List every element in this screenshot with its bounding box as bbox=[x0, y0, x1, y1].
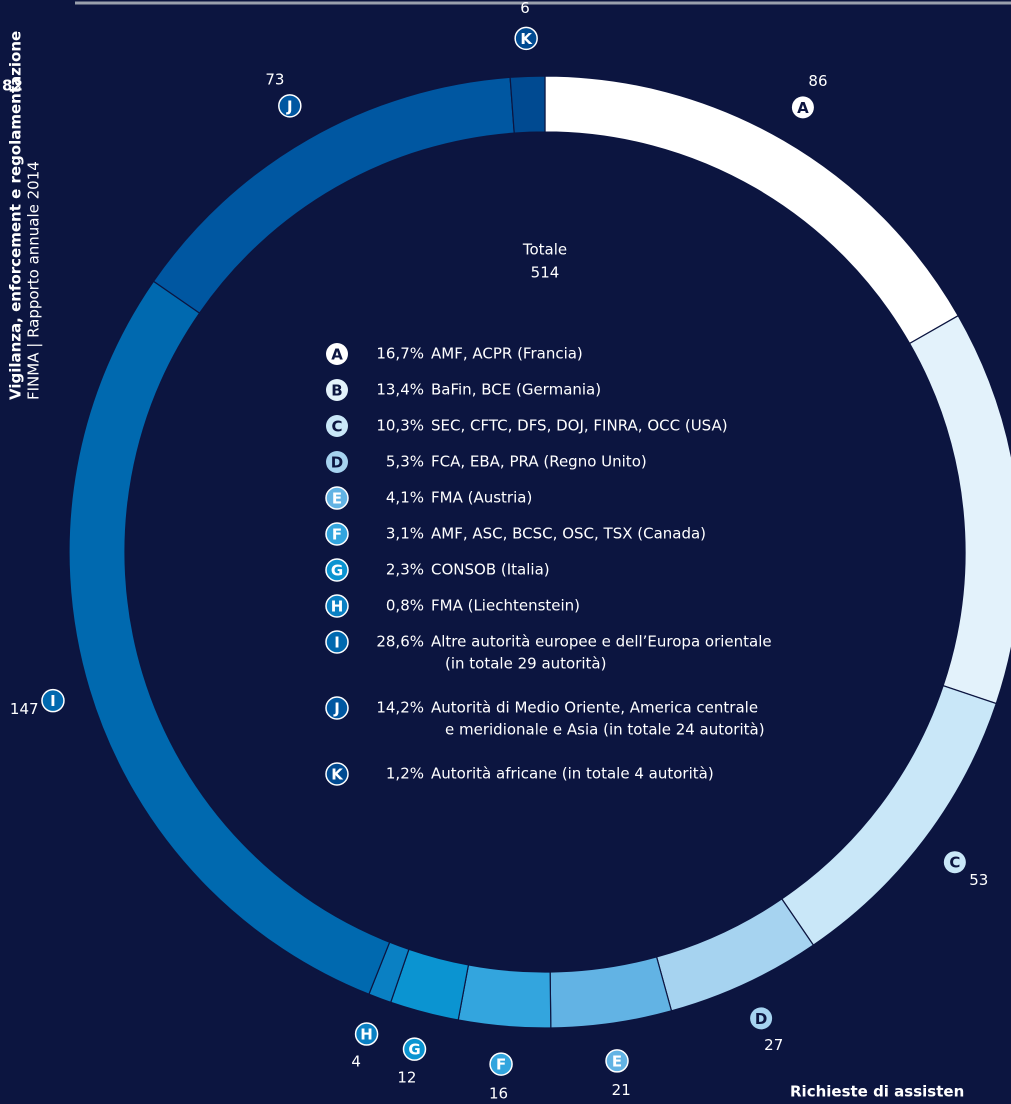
letter: B bbox=[331, 382, 342, 400]
value-label: 53 bbox=[969, 871, 988, 889]
legend-label: SEC, CFTC, DFS, DOJ, FINRA, OCC (USA) bbox=[431, 417, 728, 435]
side-title: Vigilanza, enforcement e regolamentazion… bbox=[7, 31, 25, 400]
letter: G bbox=[408, 1041, 420, 1059]
value-label: 16 bbox=[489, 1085, 508, 1103]
value-label: 6 bbox=[520, 0, 530, 17]
legend-percent: 2,3% bbox=[386, 561, 424, 579]
letter: A bbox=[797, 99, 809, 117]
value-label: 4 bbox=[351, 1053, 361, 1071]
letter: D bbox=[755, 1010, 767, 1028]
letter-badge bbox=[41, 688, 65, 713]
letter: J bbox=[286, 97, 293, 115]
legend-label: CONSOB (Italia) bbox=[431, 561, 550, 579]
legend-percent: 16,7% bbox=[376, 345, 424, 363]
letter-badge bbox=[278, 94, 302, 118]
letter: C bbox=[949, 854, 960, 872]
legend-percent: 14,2% bbox=[376, 699, 424, 717]
letter-badge bbox=[325, 522, 349, 546]
letter: I bbox=[334, 634, 340, 652]
letter-badge bbox=[325, 696, 349, 720]
letter: I bbox=[50, 692, 56, 710]
letter-badge bbox=[791, 96, 814, 119]
legend-percent: 4,1% bbox=[386, 489, 424, 507]
legend-percent: 3,1% bbox=[386, 525, 424, 543]
value-label: 12 bbox=[397, 1069, 416, 1087]
legend-label: AMF, ACPR (Francia) bbox=[431, 345, 583, 363]
letter: D bbox=[331, 454, 343, 472]
letter-badge bbox=[326, 379, 348, 401]
legend-label: Autorità di Medio Oriente, America centr… bbox=[431, 699, 758, 717]
legend-percent: 5,3% bbox=[386, 453, 424, 471]
letter-badge bbox=[325, 486, 349, 510]
letter-badge bbox=[489, 1052, 513, 1076]
letter: E bbox=[332, 490, 342, 508]
value-label: 73 bbox=[265, 70, 284, 88]
letter-badge bbox=[943, 851, 966, 874]
letter-badge bbox=[325, 762, 349, 786]
legend-percent: 13,4% bbox=[376, 381, 424, 399]
chart-title: Richieste di assisten bbox=[790, 1083, 964, 1101]
letter-badge bbox=[402, 1037, 427, 1061]
value-label: 27 bbox=[764, 1036, 783, 1054]
letter: E bbox=[612, 1052, 622, 1070]
letter-badge bbox=[325, 594, 349, 618]
letter-badge bbox=[750, 1007, 773, 1030]
letter: K bbox=[520, 30, 533, 48]
side-subtitle: FINMA | Rapporto annuale 2014 bbox=[25, 161, 43, 400]
legend-label: AMF, ASC, BCSC, OSC, TSX (Canada) bbox=[431, 525, 706, 543]
legend-percent: 1,2% bbox=[386, 765, 424, 783]
legend-label: e meridionale e Asia (in totale 24 autor… bbox=[445, 721, 765, 739]
legend-label: Autorità africane (in totale 4 autorità) bbox=[431, 765, 714, 783]
letter-badge bbox=[325, 558, 349, 582]
letter: A bbox=[331, 346, 343, 364]
donut-segment bbox=[509, 75, 546, 134]
page-number: 82 bbox=[2, 77, 23, 95]
value-label: 21 bbox=[612, 1081, 631, 1099]
letter-badge bbox=[354, 1022, 379, 1046]
letter-badge bbox=[326, 343, 348, 365]
donut-segment bbox=[457, 964, 552, 1029]
legend-label: (in totale 29 autorità) bbox=[445, 655, 606, 673]
center-label: Totale bbox=[522, 241, 567, 259]
letter: C bbox=[331, 418, 342, 436]
legend-label: BaFin, BCE (Germania) bbox=[431, 381, 601, 399]
legend-percent: 28,6% bbox=[376, 633, 424, 651]
value-label: 147 bbox=[10, 700, 39, 718]
legend-label: FCA, EBA, PRA (Regno Unito) bbox=[431, 453, 647, 471]
legend-label: FMA (Liechtenstein) bbox=[431, 597, 580, 615]
letter-badge bbox=[605, 1049, 629, 1073]
letter-badge bbox=[325, 630, 349, 654]
legend-percent: 10,3% bbox=[376, 417, 424, 435]
legend-label: FMA (Austria) bbox=[431, 489, 532, 507]
letter: J bbox=[333, 700, 340, 718]
letter-badge bbox=[514, 26, 538, 51]
letter: G bbox=[331, 562, 343, 580]
letter: H bbox=[331, 598, 344, 616]
letter: H bbox=[360, 1026, 373, 1044]
legend-percent: 0,8% bbox=[386, 597, 424, 615]
value-label: 86 bbox=[808, 72, 827, 90]
legend-label: Altre autorità europee e dell’Europa ori… bbox=[431, 633, 772, 651]
letter: F bbox=[496, 1056, 506, 1074]
letter-badge bbox=[326, 451, 348, 473]
letter-badge bbox=[326, 415, 348, 437]
letter: F bbox=[332, 526, 342, 544]
center-total: 514 bbox=[531, 264, 560, 282]
letter: K bbox=[331, 766, 344, 784]
